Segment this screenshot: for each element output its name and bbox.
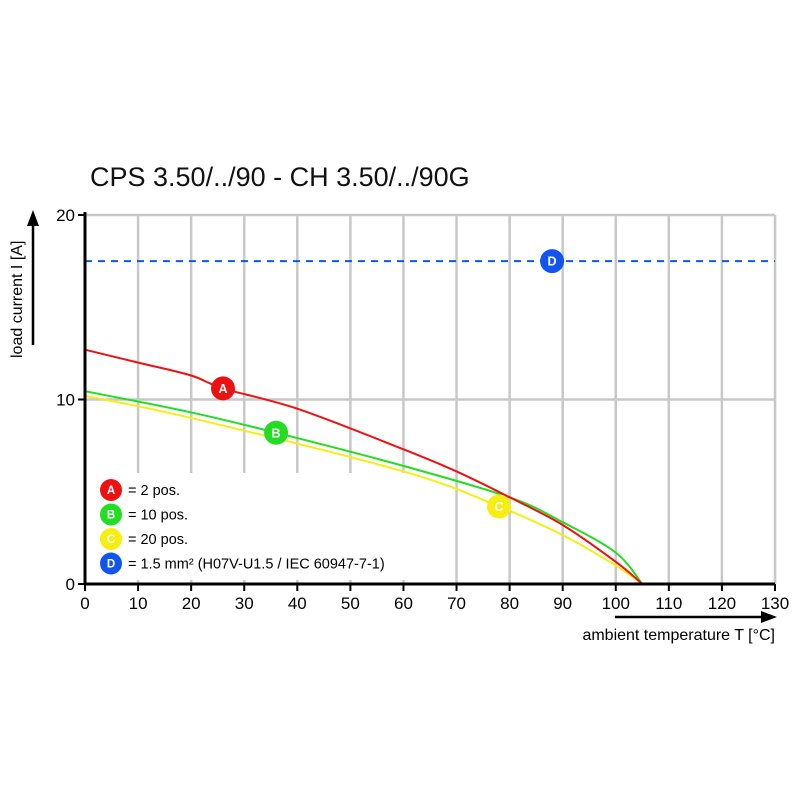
marker-letter: A [218, 382, 227, 396]
legend-entry-c: = 20 pos. [128, 532, 188, 548]
x-axis-arrow-icon [761, 611, 777, 623]
marker-badge [487, 494, 511, 519]
legend-background [90, 473, 420, 580]
marker-badge [100, 503, 122, 526]
marker-letter: B [107, 510, 115, 522]
grid [85, 213, 777, 584]
series-line-a [84, 348, 643, 585]
x-axis-label-group: ambient temperature T [°C] [582, 611, 777, 644]
marker-letter: D [107, 559, 115, 571]
marker-badge [211, 376, 235, 401]
x-tick-label: 110 [655, 594, 682, 613]
x-tick-label: 100 [602, 594, 630, 613]
x-tick-label: 30 [235, 594, 254, 613]
x-tick-label: 50 [341, 594, 360, 613]
legend-entry-a: = 2 pos. [128, 483, 180, 499]
y-axis-label: load current I [A] [9, 241, 26, 358]
x-tick-label: 0 [80, 594, 89, 613]
y-tick-label: 0 [66, 575, 75, 594]
legend-entry-b: = 10 pos. [128, 508, 188, 524]
x-tick-label: 80 [500, 594, 519, 613]
marker-badge [100, 479, 122, 501]
series-line-b [84, 390, 644, 585]
x-tick-label: 60 [394, 594, 413, 613]
marker-letter: C [494, 500, 503, 514]
y-axis-label-group: load current I [A] [9, 210, 39, 358]
legend: A = 2 pos. B = 10 pos. C = 20 pos. D = 1.5 mm² … [100, 479, 385, 575]
y-axis-arrow-icon [27, 210, 39, 226]
marker-badge [264, 420, 289, 445]
x-tick-label: 130 [761, 594, 789, 613]
chart-title: CPS 3.50/../90 - CH 3.50/../90G [90, 162, 470, 192]
x-tick-label: 20 [182, 594, 201, 613]
marker-letter: B [272, 426, 281, 440]
x-tick-label: 10 [129, 594, 148, 613]
marker-letter: C [107, 534, 116, 546]
axes: 0 10 20 30 40 50 60 70 80 90 100 110 120 130 0 10 20 [56, 206, 789, 613]
marker-badge [100, 528, 122, 550]
series-line-c [84, 394, 643, 585]
y-tick-label: 10 [56, 391, 75, 410]
legend-entry-d: = 1.5 mm² (H07V-U1.5 / IEC 60947-7-1) [128, 557, 385, 573]
marker-badge [540, 249, 565, 274]
marker-badge [100, 552, 122, 575]
marker-letter: A [107, 485, 116, 497]
marker-letter: D [548, 255, 557, 269]
x-tick-label: 70 [447, 594, 466, 613]
x-axis-label: ambient temperature T [°C] [582, 627, 775, 644]
x-tick-label: 120 [708, 594, 736, 613]
x-tick-label: 90 [553, 594, 572, 613]
y-tick-label: 20 [56, 206, 75, 225]
x-tick-label: 40 [288, 594, 307, 613]
